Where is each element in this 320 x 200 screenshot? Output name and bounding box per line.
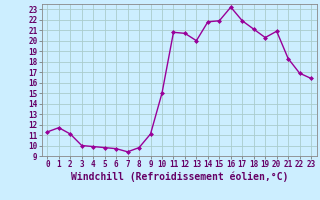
X-axis label: Windchill (Refroidissement éolien,°C): Windchill (Refroidissement éolien,°C): [70, 172, 288, 182]
